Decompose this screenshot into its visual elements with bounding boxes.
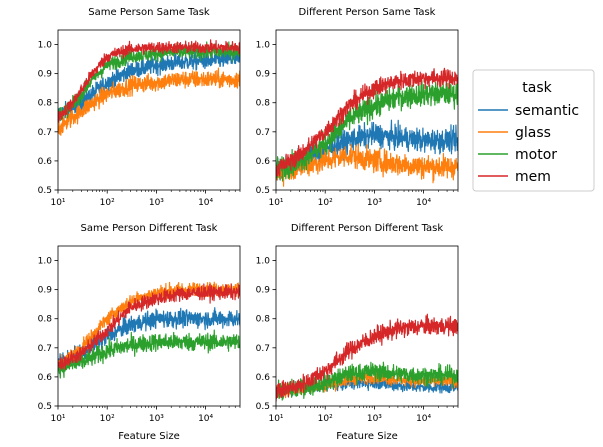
y-tick-label: 0.7: [256, 128, 270, 138]
x-tick-label: 10⁴: [198, 198, 213, 208]
legend-frame: [472, 69, 595, 192]
panel-4: Different Person Different Task 0.5 0.6 0.7…: [256, 223, 459, 442]
y-tick-label: 0.5: [256, 186, 270, 196]
y-tick-label: 0.8: [38, 315, 53, 325]
series-line-motor: [276, 80, 458, 182]
legend-title: task: [522, 80, 552, 96]
x-tick-label: 10³: [367, 414, 382, 424]
x-tick-label: 10²: [100, 414, 115, 424]
x-tick-label: 10¹: [50, 414, 65, 424]
x-tick-label: 10⁴: [198, 414, 213, 424]
panel-1: Same Person Same Task 0.5 0.6 0.7 0.8 0.9 1.0 1…: [38, 7, 241, 208]
series-line-mem: [58, 39, 240, 123]
series-group: [58, 281, 240, 379]
y-tick-label: 0.7: [38, 128, 52, 138]
y-tick-label: 0.9: [38, 286, 53, 296]
x-tick-label: 10³: [149, 198, 164, 208]
y-tick-label: 0.6: [38, 157, 53, 167]
y-tick-label: 0.9: [256, 70, 271, 80]
series-line-motor: [58, 329, 240, 379]
panel-title: Same Person Different Task: [81, 223, 218, 234]
series-line-mem: [58, 283, 240, 370]
y-tick-label: 0.6: [256, 373, 271, 383]
legend-label-glass: glass: [515, 125, 551, 141]
legend-label-motor: motor: [515, 147, 557, 163]
panel-3: Same Person Different Task 0.5 0.6 0.7 0.8 0.…: [38, 223, 241, 442]
series-line-semantic: [58, 48, 240, 123]
x-tick-label: 10¹: [268, 414, 283, 424]
y-tick-label: 0.9: [256, 286, 271, 296]
y-tick-label: 0.5: [256, 402, 270, 412]
panel-2: Different Person Same Task 0.5 0.6 0.7 0.8 0.…: [256, 7, 459, 208]
y-tick-label: 0.7: [256, 344, 270, 354]
y-tick-label: 0.8: [256, 99, 271, 109]
x-tick-label: 10²: [318, 198, 333, 208]
panel-title: Different Person Same Task: [299, 7, 436, 18]
x-tick-label: 10²: [318, 414, 333, 424]
axes-frame: [57, 245, 241, 407]
y-tick-label: 1.0: [256, 41, 271, 51]
x-tick-label: 10¹: [268, 198, 283, 208]
x-tick-label: 10¹: [50, 198, 65, 208]
x-tick-label: 10⁴: [416, 414, 431, 424]
y-tick-label: 0.6: [256, 157, 271, 167]
y-tick-label: 0.5: [38, 402, 52, 412]
y-tick-label: 0.8: [256, 315, 271, 325]
x-axis-label: Feature Size: [336, 431, 398, 442]
series-line-mem: [276, 313, 458, 402]
legend-label-mem: mem: [515, 169, 551, 185]
y-tick-label: 1.0: [256, 257, 271, 267]
y-tick-label: 0.9: [38, 70, 53, 80]
panels: Same Person Same Task 0.5 0.6 0.7 0.8 0.9 1.0 1…: [38, 7, 459, 442]
x-tick-label: 10³: [367, 198, 382, 208]
y-tick-label: 1.0: [38, 257, 53, 267]
y-tick-label: 0.7: [38, 344, 52, 354]
x-tick-label: 10²: [100, 198, 115, 208]
x-tick-label: 10⁴: [416, 198, 431, 208]
series-group: [276, 67, 458, 187]
legend: task semantic glass motor mem: [472, 69, 595, 192]
series-group: [58, 39, 240, 136]
x-tick-label: 10³: [149, 414, 164, 424]
y-tick-label: 1.0: [38, 41, 53, 51]
series-group: [276, 313, 458, 402]
legend-label-semantic: semantic: [515, 103, 579, 119]
series-line-mem: [276, 67, 458, 177]
series-line-glass: [58, 67, 240, 136]
panel-title: Same Person Same Task: [88, 7, 210, 18]
panel-title: Different Person Different Task: [291, 223, 444, 234]
y-tick-label: 0.8: [38, 99, 53, 109]
y-tick-label: 0.6: [38, 373, 53, 383]
y-tick-label: 0.5: [38, 186, 52, 196]
x-axis-label: Feature Size: [118, 431, 180, 442]
